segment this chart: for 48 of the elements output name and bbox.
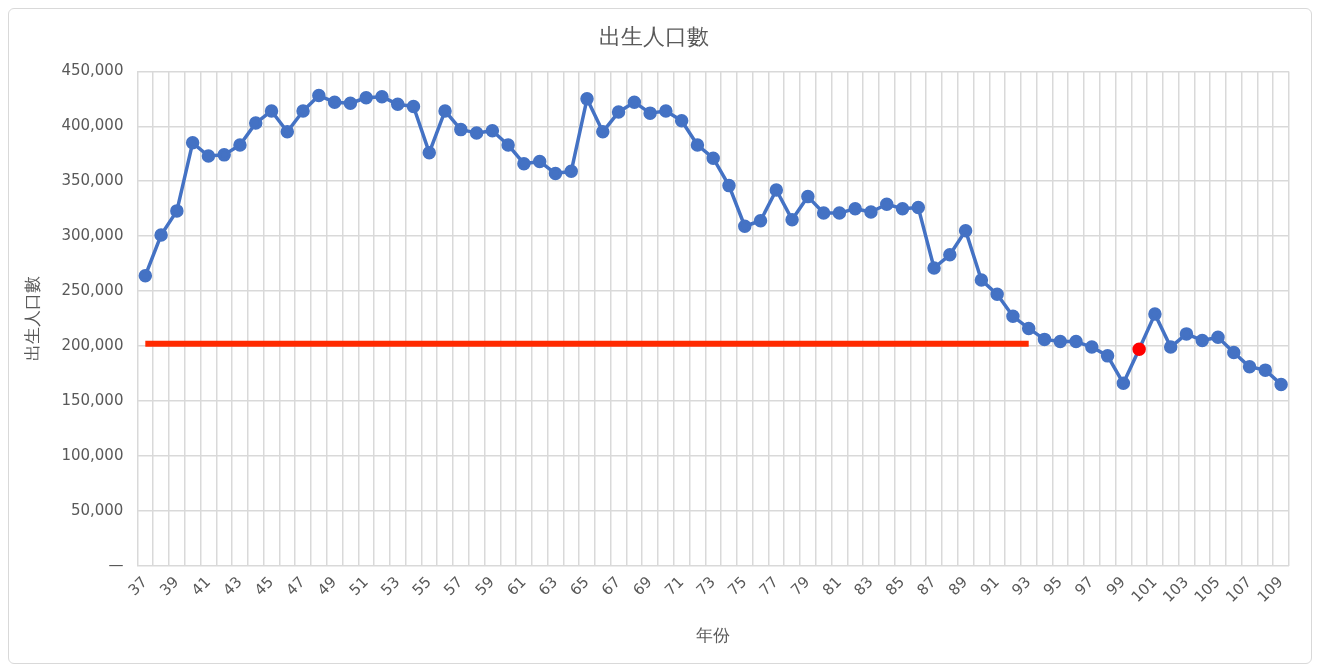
x-tick-label: 77 <box>755 572 782 600</box>
x-tick-label: 69 <box>629 572 656 600</box>
x-tick-label: 61 <box>503 572 530 600</box>
y-tick-label: 50,000 <box>70 500 124 519</box>
y-tick-label: 150,000 <box>61 390 124 409</box>
x-tick-label: 99 <box>1102 572 1129 600</box>
x-tick-label: 51 <box>345 572 372 600</box>
y-tick-label: 300,000 <box>61 226 124 245</box>
x-tick-label: 89 <box>944 572 972 600</box>
x-tick-label: 101 <box>1127 572 1161 606</box>
x-tick-label: 65 <box>566 572 593 600</box>
x-axis-title: 年份 <box>696 625 731 646</box>
x-tick-label: 37 <box>124 572 151 600</box>
x-tick-label: 95 <box>1039 572 1066 600</box>
y-tick-label: 200,000 <box>61 335 124 354</box>
x-tick-label: 71 <box>661 572 688 600</box>
x-tick-label: 49 <box>313 572 341 600</box>
x-tick-label: 55 <box>408 572 435 600</box>
x-tick-label: 57 <box>440 572 467 600</box>
x-tick-label: 63 <box>534 572 562 600</box>
x-tick-label: 81 <box>818 572 845 600</box>
x-tick-label: 79 <box>787 572 814 600</box>
x-tick-label: 41 <box>187 572 214 600</box>
x-tick-label: 93 <box>1008 572 1035 600</box>
y-tick-label: 400,000 <box>61 116 124 135</box>
y-tick-label: 450,000 <box>61 61 124 80</box>
x-tick-label: 73 <box>692 572 719 600</box>
x-tick-label: 85 <box>881 572 909 600</box>
x-tick-label: 109 <box>1253 572 1287 606</box>
y-tick-label: 350,000 <box>61 171 124 190</box>
x-tick-label: 39 <box>156 572 183 600</box>
x-tick-label: 45 <box>250 572 278 600</box>
y-axis-title: 出生人口數 <box>21 276 42 362</box>
y-tick-label: 250,000 <box>61 280 124 299</box>
x-tick-label: 67 <box>597 572 625 600</box>
chart-title: 出生人口數 <box>599 23 709 49</box>
y-tick-label: — <box>108 555 124 574</box>
x-tick-label: 75 <box>724 572 751 600</box>
x-tick-label: 43 <box>219 572 246 600</box>
x-tick-label: 103 <box>1159 572 1193 606</box>
x-tick-label: 87 <box>913 572 940 600</box>
x-tick-label: 83 <box>850 572 877 600</box>
y-tick-label: 100,000 <box>61 445 124 464</box>
x-tick-label: 97 <box>1071 572 1098 600</box>
x-tick-label: 53 <box>377 572 404 600</box>
x-tick-label: 59 <box>471 572 498 600</box>
x-tick-label: 47 <box>282 572 309 600</box>
x-tick-label: 91 <box>976 572 1003 600</box>
